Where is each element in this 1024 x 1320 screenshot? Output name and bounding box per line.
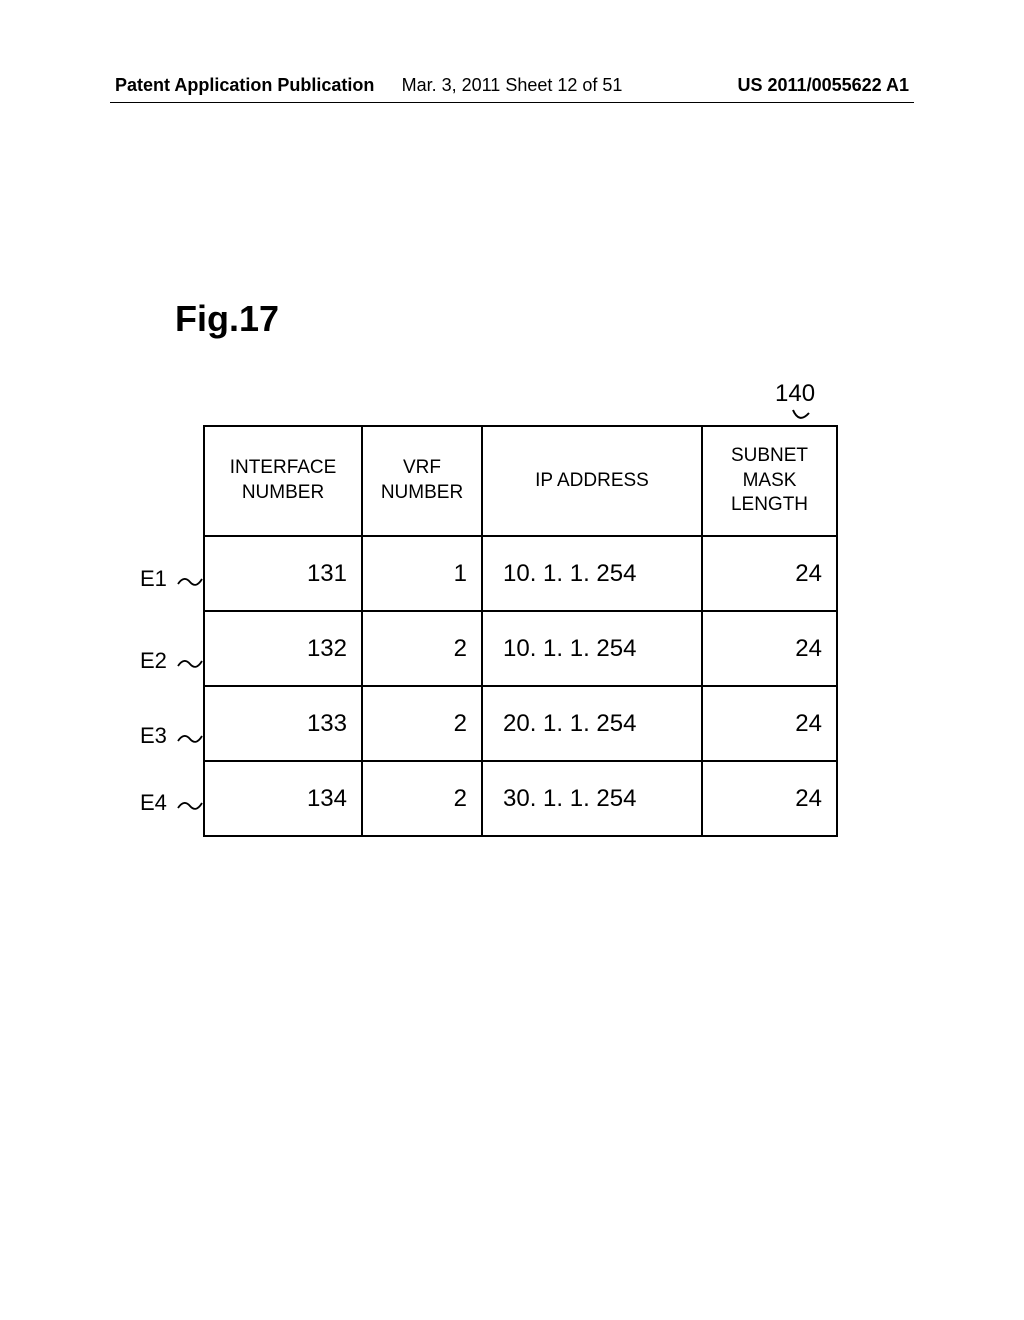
cell-interface: 131	[204, 536, 362, 611]
cell-vrf: 2	[362, 611, 482, 686]
header-publication: Patent Application Publication	[115, 75, 374, 96]
col-header-vrf: VRF NUMBER	[362, 426, 482, 536]
col-header-interface: INTERFACE NUMBER	[204, 426, 362, 536]
cell-interface: 134	[204, 761, 362, 836]
cell-subnet: 24	[702, 686, 837, 761]
table-row: 134 2 30. 1. 1. 254 24	[204, 761, 837, 836]
table-reference-number: 140	[775, 380, 815, 408]
row-label: E2	[140, 648, 204, 674]
col-header-subnet: SUBNET MASK LENGTH	[702, 426, 837, 536]
header-patent-number: US 2011/0055622 A1	[738, 75, 909, 96]
cell-subnet: 24	[702, 611, 837, 686]
row-label: E4	[140, 790, 204, 816]
cell-subnet: 24	[702, 761, 837, 836]
table-row: 131 1 10. 1. 1. 254 24	[204, 536, 837, 611]
table-row: 132 2 10. 1. 1. 254 24	[204, 611, 837, 686]
cell-interface: 132	[204, 611, 362, 686]
table-row: 133 2 20. 1. 1. 254 24	[204, 686, 837, 761]
cell-ip: 10. 1. 1. 254	[482, 611, 702, 686]
interface-table: INTERFACE NUMBER VRF NUMBER IP ADDRESS S…	[203, 425, 838, 837]
header-date-sheet: Mar. 3, 2011 Sheet 12 of 51	[402, 75, 623, 96]
cell-ip: 30. 1. 1. 254	[482, 761, 702, 836]
row-label: E1	[140, 566, 204, 592]
row-label: E3	[140, 723, 204, 749]
cell-subnet: 24	[702, 536, 837, 611]
brace-icon	[176, 797, 204, 811]
header-divider	[110, 102, 914, 103]
table-header-row: INTERFACE NUMBER VRF NUMBER IP ADDRESS S…	[204, 426, 837, 536]
figure-label: Fig.17	[175, 298, 279, 340]
reference-arc-icon	[790, 408, 812, 426]
brace-icon	[176, 730, 204, 744]
cell-vrf: 1	[362, 536, 482, 611]
brace-icon	[176, 573, 204, 587]
col-header-ip: IP ADDRESS	[482, 426, 702, 536]
cell-ip: 10. 1. 1. 254	[482, 536, 702, 611]
brace-icon	[176, 655, 204, 669]
cell-interface: 133	[204, 686, 362, 761]
cell-ip: 20. 1. 1. 254	[482, 686, 702, 761]
cell-vrf: 2	[362, 761, 482, 836]
cell-vrf: 2	[362, 686, 482, 761]
